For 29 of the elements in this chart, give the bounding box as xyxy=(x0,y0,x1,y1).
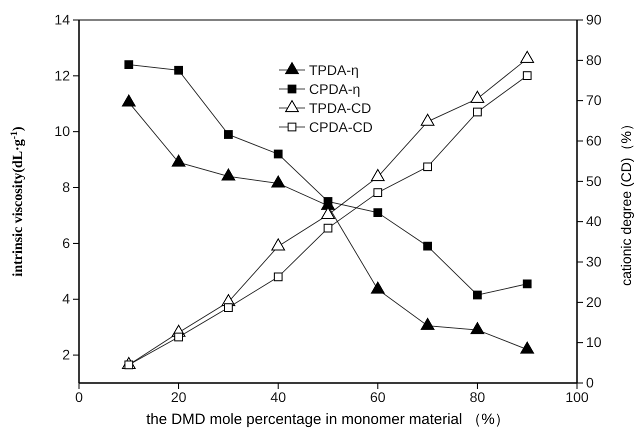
x-tick-label: 80 xyxy=(470,388,486,405)
y2-tick-label: 60 xyxy=(586,132,602,148)
x-tick-label: 20 xyxy=(170,388,187,405)
y2-tick-label: 0 xyxy=(586,374,594,390)
y2-tick-label: 90 xyxy=(586,11,602,28)
y-tick-label: 4 xyxy=(62,290,70,307)
y2-tick-label: 20 xyxy=(586,294,602,310)
y-tick-label: 2 xyxy=(62,346,70,363)
y-tick-label: 12 xyxy=(54,67,70,84)
y-tick-label: 8 xyxy=(62,179,70,196)
x-tick-label: 60 xyxy=(370,388,386,405)
y-tick-label: 14 xyxy=(54,11,70,28)
y-tick-label: 6 xyxy=(62,234,70,251)
x-tick-label: 40 xyxy=(270,388,286,405)
y2-tick-label: 80 xyxy=(586,52,602,68)
y2-tick-label: 70 xyxy=(586,92,602,108)
y-tick-label: 10 xyxy=(54,123,70,140)
y2-tick-label: 30 xyxy=(586,253,602,270)
y2-tick-label: 40 xyxy=(586,213,602,230)
y2-axis-title: cationic degree (CD)（%） xyxy=(618,117,634,286)
y2-tick-label: 10 xyxy=(586,334,602,350)
legend-label: CPDA-CD xyxy=(309,119,373,135)
legend-label: CPDA-η xyxy=(309,81,360,97)
x-axis-title: the DMD mole percentage in monomer material （%） xyxy=(146,411,510,428)
x-tick-label: 100 xyxy=(565,388,589,405)
legend-label: TPDA-CD xyxy=(309,100,372,116)
x-tick-label: 0 xyxy=(75,388,84,405)
y2-tick-label: 50 xyxy=(586,172,602,189)
legend-label: TPDA-η xyxy=(309,62,359,78)
